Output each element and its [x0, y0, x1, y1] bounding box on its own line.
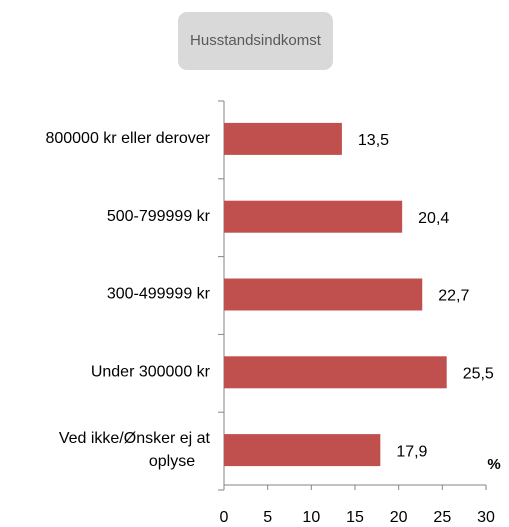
bar: [224, 200, 403, 233]
value-label: 17,9: [396, 443, 427, 460]
category-label: 300-499999 kr: [107, 286, 211, 303]
bar: [224, 122, 342, 155]
bar: [224, 278, 423, 311]
bar: [224, 434, 381, 467]
category-label: Ved ikke/Ønsker ej at oplyse: [59, 430, 211, 470]
value-label: 25,5: [463, 366, 494, 383]
value-label: 13,5: [358, 132, 389, 149]
category-label: Under 300000 kr: [91, 364, 211, 381]
value-label: 22,7: [438, 288, 469, 305]
bar: [224, 356, 447, 389]
x-tick-label: 15: [346, 509, 364, 526]
x-tick-label: 10: [302, 509, 320, 526]
x-tick-label: 5: [263, 509, 272, 526]
category-label: 800000 kr eller derover: [45, 130, 210, 147]
x-tick-label: 0: [220, 509, 229, 526]
x-axis-label: %: [487, 456, 500, 473]
category-label: 500-799999 kr: [107, 208, 211, 225]
title-box: [178, 12, 333, 70]
x-tick-label: 20: [390, 509, 408, 526]
x-tick-label: 30: [477, 509, 495, 526]
chart-title: Husstandsindkomst: [190, 32, 322, 49]
x-tick-label: 25: [433, 509, 451, 526]
value-label: 20,4: [418, 210, 449, 227]
